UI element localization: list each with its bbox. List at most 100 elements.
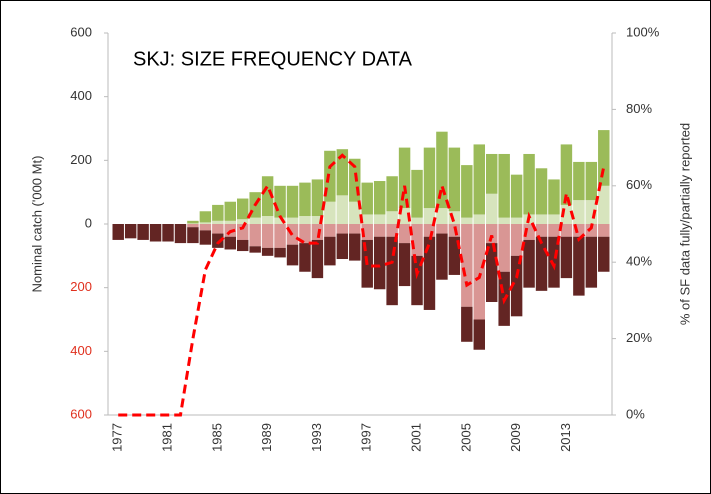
chart-title: SKJ: SIZE FREQUENCY DATA <box>133 48 413 70</box>
bar-segment <box>361 182 373 215</box>
bar-segment <box>249 246 261 253</box>
bar-segment <box>386 211 398 224</box>
y2-tick-label: 60% <box>626 177 652 192</box>
bar-segment <box>373 236 386 290</box>
bar-segment <box>585 161 598 201</box>
bar-segment <box>274 217 286 224</box>
bar-segment <box>548 214 560 224</box>
bar-segment <box>411 169 423 218</box>
bar-segment <box>261 224 274 248</box>
bar-segment <box>237 239 249 252</box>
y-tick-label: 200 <box>70 152 92 167</box>
bar-segment <box>187 223 199 224</box>
bar-segment <box>585 200 598 224</box>
bar-segment <box>523 224 535 240</box>
bar-segment <box>187 220 199 224</box>
bar-segment <box>249 217 261 224</box>
bar-segment <box>261 216 274 224</box>
bar-segment <box>361 224 373 240</box>
bar-segment <box>124 224 137 239</box>
bar-segment <box>473 214 485 224</box>
bar-segment <box>311 179 324 217</box>
bar-segment <box>448 147 461 212</box>
bar-segment <box>473 319 485 350</box>
bar-segment <box>523 153 535 215</box>
bar-segment <box>585 236 598 288</box>
bar-segment <box>535 236 548 291</box>
bar-segment <box>510 217 523 224</box>
y-tick-label: 400 <box>70 343 92 358</box>
y-tick-label: 600 <box>70 24 92 39</box>
bar-segment <box>448 211 461 224</box>
bar-segment <box>349 201 361 224</box>
x-tick-label: 1993 <box>309 423 324 452</box>
bar-segment <box>486 224 498 244</box>
y2-tick-label: 20% <box>626 330 652 345</box>
y2-tick-label: 0% <box>626 406 645 421</box>
bar-segment <box>423 236 436 310</box>
bar-segment <box>386 176 398 212</box>
bar-segment <box>448 236 461 275</box>
bar-segment <box>548 236 560 288</box>
bar-segment <box>560 204 573 224</box>
x-tick-label: 2009 <box>508 423 523 452</box>
bar-segment <box>349 158 361 202</box>
x-tick-label: 1997 <box>359 423 374 452</box>
bar-segment <box>199 224 212 231</box>
bar-segment <box>224 236 236 250</box>
bar-segment <box>573 161 585 201</box>
bar-segment <box>237 219 249 224</box>
bar-segment <box>336 195 349 224</box>
bar-segment <box>598 224 610 237</box>
bar-segment <box>386 236 398 306</box>
x-tick-label: 2001 <box>408 423 423 452</box>
y2-tick-label: 100% <box>626 24 660 39</box>
bar-segment <box>162 224 174 242</box>
bar-segment <box>299 182 311 217</box>
bar-segment <box>411 217 423 224</box>
bar-segment <box>237 224 249 240</box>
bar-segment <box>436 233 448 280</box>
bar-segment <box>349 233 361 261</box>
bar-segment <box>560 224 573 237</box>
bar-segment <box>585 224 598 237</box>
x-tick-label: 1981 <box>159 423 174 452</box>
bar-segment <box>498 153 510 218</box>
bar-segment <box>436 131 448 209</box>
bar-segment <box>112 224 124 240</box>
bar-segment <box>498 217 510 224</box>
bar-segment <box>361 214 373 224</box>
bar-segment <box>373 224 386 237</box>
bar-segment <box>598 236 610 272</box>
bar-segment <box>224 201 236 221</box>
bar-segment <box>324 236 336 266</box>
bar-segment <box>398 208 411 224</box>
bar-segment <box>398 224 411 244</box>
bar-segment <box>573 236 585 296</box>
bar-segment <box>535 168 548 215</box>
bar-segment <box>423 147 436 209</box>
bar-segment <box>224 220 236 224</box>
bar-segment <box>510 224 523 256</box>
bar-segment <box>411 255 423 306</box>
bar-segment <box>274 224 286 248</box>
bar-segment <box>212 224 224 234</box>
bar-segment <box>349 224 361 234</box>
y-tick-label: 400 <box>70 88 92 103</box>
y2-tick-label: 80% <box>626 101 652 116</box>
bar-segment <box>398 147 411 209</box>
bar-segment <box>461 306 473 342</box>
bar-segment <box>510 255 523 317</box>
y2-tick-label: 40% <box>626 254 652 269</box>
y-axis-label: Nominal catch ('000 Mt) <box>29 156 44 293</box>
bar-segment <box>510 174 523 218</box>
bar-segment <box>461 165 473 218</box>
bar-segment <box>261 176 274 217</box>
bar-segment <box>423 224 436 237</box>
bar-segment <box>237 198 249 220</box>
bar-segment <box>324 150 336 202</box>
bar-segment <box>486 243 498 302</box>
bar-segment <box>261 247 274 256</box>
